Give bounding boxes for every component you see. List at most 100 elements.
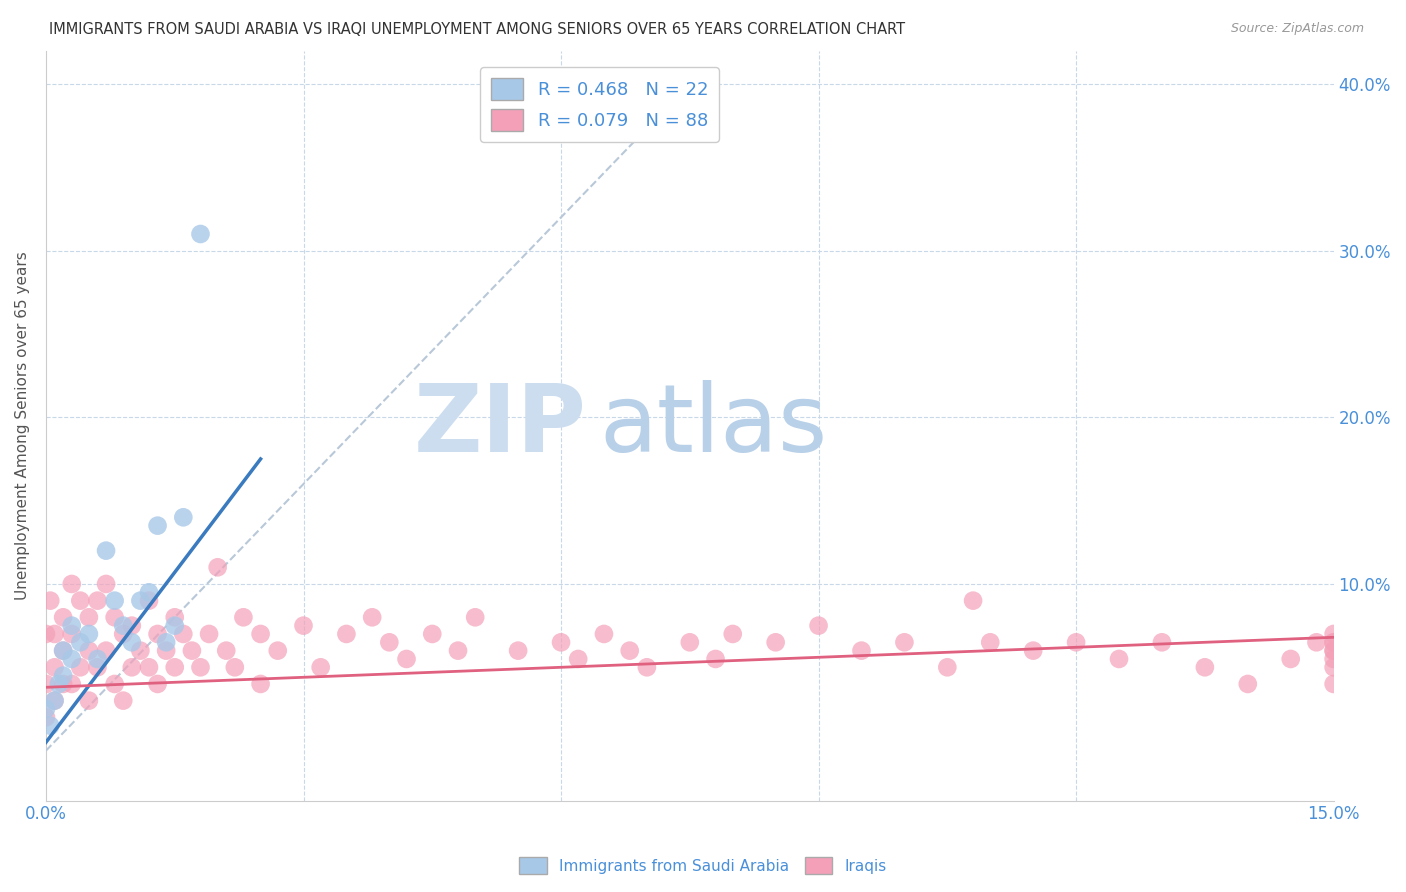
Point — [104, 610, 127, 624]
Point — [146, 518, 169, 533]
Point — [77, 627, 100, 641]
Point — [52, 643, 75, 657]
Point — [112, 627, 135, 641]
Point — [35, 710, 58, 724]
Point — [77, 693, 100, 707]
Point — [636, 660, 658, 674]
Point — [60, 627, 83, 641]
Point — [249, 627, 271, 641]
Point — [1323, 627, 1346, 641]
Point — [69, 635, 91, 649]
Point — [138, 660, 160, 674]
Point — [464, 610, 486, 624]
Point — [1323, 660, 1346, 674]
Point — [44, 660, 66, 674]
Point — [1323, 635, 1346, 649]
Point — [94, 643, 117, 657]
Point — [721, 627, 744, 641]
Point — [1064, 635, 1087, 649]
Point — [60, 652, 83, 666]
Point — [69, 660, 91, 674]
Point — [1323, 643, 1346, 657]
Point — [163, 618, 186, 632]
Point — [44, 693, 66, 707]
Point — [48, 677, 70, 691]
Point — [35, 627, 58, 641]
Point — [155, 635, 177, 649]
Point — [77, 643, 100, 657]
Point — [69, 593, 91, 607]
Point — [121, 635, 143, 649]
Text: atlas: atlas — [600, 380, 828, 472]
Point — [112, 618, 135, 632]
Point — [292, 618, 315, 632]
Point — [86, 593, 108, 607]
Point — [44, 627, 66, 641]
Point — [44, 693, 66, 707]
Point — [215, 643, 238, 657]
Point — [593, 627, 616, 641]
Point — [35, 702, 58, 716]
Point — [979, 635, 1001, 649]
Point — [1022, 643, 1045, 657]
Point — [104, 593, 127, 607]
Point — [163, 660, 186, 674]
Point — [172, 627, 194, 641]
Point — [567, 652, 589, 666]
Point — [39, 593, 62, 607]
Point — [1305, 635, 1327, 649]
Point — [807, 618, 830, 632]
Point — [86, 660, 108, 674]
Point — [1236, 677, 1258, 691]
Point — [94, 543, 117, 558]
Text: IMMIGRANTS FROM SAUDI ARABIA VS IRAQI UNEMPLOYMENT AMONG SENIORS OVER 65 YEARS C: IMMIGRANTS FROM SAUDI ARABIA VS IRAQI UN… — [49, 22, 905, 37]
Point — [112, 693, 135, 707]
Point — [190, 227, 212, 241]
Point — [104, 677, 127, 691]
Point — [1323, 643, 1346, 657]
Point — [335, 627, 357, 641]
Point — [94, 577, 117, 591]
Point — [52, 668, 75, 682]
Point — [52, 610, 75, 624]
Point — [962, 593, 984, 607]
Text: Source: ZipAtlas.com: Source: ZipAtlas.com — [1230, 22, 1364, 36]
Point — [851, 643, 873, 657]
Point — [893, 635, 915, 649]
Point — [1194, 660, 1216, 674]
Point — [155, 643, 177, 657]
Point — [1323, 652, 1346, 666]
Point — [936, 660, 959, 674]
Legend: R = 0.468   N = 22, R = 0.079   N = 88: R = 0.468 N = 22, R = 0.079 N = 88 — [479, 67, 718, 142]
Point — [129, 643, 152, 657]
Point — [1108, 652, 1130, 666]
Point — [679, 635, 702, 649]
Point — [60, 618, 83, 632]
Point — [86, 652, 108, 666]
Text: ZIP: ZIP — [413, 380, 586, 472]
Point — [361, 610, 384, 624]
Point — [224, 660, 246, 674]
Point — [138, 585, 160, 599]
Point — [309, 660, 332, 674]
Y-axis label: Unemployment Among Seniors over 65 years: Unemployment Among Seniors over 65 years — [15, 252, 30, 600]
Point — [52, 677, 75, 691]
Point — [190, 660, 212, 674]
Point — [232, 610, 254, 624]
Point — [207, 560, 229, 574]
Point — [1323, 677, 1346, 691]
Point — [180, 643, 202, 657]
Point — [121, 618, 143, 632]
Point — [52, 643, 75, 657]
Point — [447, 643, 470, 657]
Point — [35, 677, 58, 691]
Point — [249, 677, 271, 691]
Point — [60, 677, 83, 691]
Point — [1323, 635, 1346, 649]
Point — [121, 660, 143, 674]
Point — [163, 610, 186, 624]
Point — [146, 627, 169, 641]
Point — [138, 593, 160, 607]
Point — [765, 635, 787, 649]
Point — [508, 643, 530, 657]
